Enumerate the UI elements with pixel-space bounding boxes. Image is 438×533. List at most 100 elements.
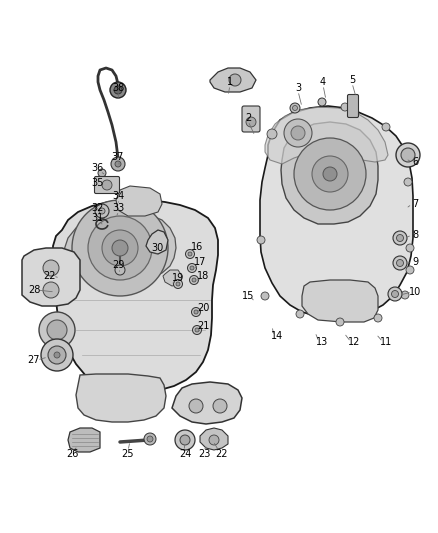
- Circle shape: [336, 318, 344, 326]
- Polygon shape: [116, 186, 162, 216]
- Text: 13: 13: [316, 337, 328, 347]
- Text: 4: 4: [320, 77, 326, 87]
- Circle shape: [209, 435, 219, 445]
- Polygon shape: [76, 374, 166, 422]
- Circle shape: [112, 240, 128, 256]
- Text: 25: 25: [122, 449, 134, 459]
- Circle shape: [396, 235, 403, 241]
- Circle shape: [396, 143, 420, 167]
- Circle shape: [294, 138, 366, 210]
- Circle shape: [401, 291, 409, 299]
- Text: 12: 12: [348, 337, 360, 347]
- Circle shape: [406, 266, 414, 274]
- Circle shape: [290, 103, 300, 113]
- Circle shape: [180, 435, 190, 445]
- Text: 33: 33: [112, 203, 124, 213]
- Circle shape: [192, 278, 196, 282]
- Circle shape: [284, 119, 312, 147]
- Circle shape: [99, 208, 105, 214]
- Text: 37: 37: [112, 152, 124, 162]
- Circle shape: [261, 292, 269, 300]
- Text: 16: 16: [191, 242, 203, 252]
- Circle shape: [392, 290, 399, 297]
- Circle shape: [188, 252, 192, 256]
- Circle shape: [48, 346, 66, 364]
- FancyBboxPatch shape: [95, 176, 120, 193]
- Polygon shape: [302, 280, 378, 322]
- Text: 8: 8: [412, 230, 418, 240]
- Text: 5: 5: [349, 75, 355, 85]
- Circle shape: [98, 169, 106, 177]
- Circle shape: [312, 156, 348, 192]
- Text: 11: 11: [380, 337, 392, 347]
- Circle shape: [190, 276, 198, 285]
- Circle shape: [147, 436, 153, 442]
- Circle shape: [229, 74, 241, 86]
- Circle shape: [41, 339, 73, 371]
- Circle shape: [257, 236, 265, 244]
- Text: 22: 22: [216, 449, 228, 459]
- Polygon shape: [163, 270, 182, 286]
- Circle shape: [267, 129, 277, 139]
- Circle shape: [318, 98, 326, 106]
- Circle shape: [213, 399, 227, 413]
- Text: 36: 36: [91, 163, 103, 173]
- Circle shape: [47, 320, 67, 340]
- Text: 26: 26: [66, 449, 78, 459]
- Text: 18: 18: [197, 271, 209, 281]
- Circle shape: [102, 230, 138, 266]
- Circle shape: [382, 123, 390, 131]
- FancyBboxPatch shape: [242, 106, 260, 132]
- Polygon shape: [68, 428, 100, 452]
- Text: 14: 14: [271, 331, 283, 341]
- Circle shape: [293, 106, 297, 110]
- Circle shape: [175, 430, 195, 450]
- Circle shape: [323, 167, 337, 181]
- Text: 23: 23: [198, 449, 210, 459]
- Text: 17: 17: [194, 257, 206, 267]
- Circle shape: [404, 178, 412, 186]
- Circle shape: [374, 314, 382, 322]
- Text: 29: 29: [112, 260, 124, 270]
- Circle shape: [246, 117, 256, 127]
- Circle shape: [393, 256, 407, 270]
- Polygon shape: [200, 428, 228, 450]
- Circle shape: [194, 310, 198, 314]
- Text: 6: 6: [412, 157, 418, 167]
- Circle shape: [110, 82, 126, 98]
- Circle shape: [115, 265, 125, 275]
- Circle shape: [115, 161, 121, 167]
- Circle shape: [401, 148, 415, 162]
- Text: 28: 28: [28, 285, 40, 295]
- Circle shape: [176, 282, 180, 286]
- Polygon shape: [265, 107, 388, 164]
- Text: 21: 21: [197, 321, 209, 331]
- Circle shape: [114, 86, 122, 94]
- Circle shape: [296, 310, 304, 318]
- Polygon shape: [281, 122, 378, 224]
- Circle shape: [187, 263, 197, 272]
- Text: 32: 32: [91, 203, 103, 213]
- Polygon shape: [64, 211, 176, 282]
- Text: 15: 15: [242, 291, 254, 301]
- Text: 20: 20: [197, 303, 209, 313]
- Text: 38: 38: [112, 83, 124, 93]
- Polygon shape: [53, 200, 218, 392]
- Circle shape: [43, 282, 59, 298]
- Text: 19: 19: [172, 273, 184, 283]
- Polygon shape: [146, 230, 168, 254]
- Text: 1: 1: [227, 77, 233, 87]
- Circle shape: [192, 326, 201, 335]
- FancyBboxPatch shape: [347, 94, 358, 117]
- Text: 22: 22: [44, 271, 56, 281]
- Circle shape: [72, 200, 168, 296]
- Text: 35: 35: [91, 178, 103, 188]
- Text: 10: 10: [409, 287, 421, 297]
- Circle shape: [54, 352, 60, 358]
- Polygon shape: [260, 106, 413, 318]
- Text: 7: 7: [412, 199, 418, 209]
- Circle shape: [393, 231, 407, 245]
- Circle shape: [144, 433, 156, 445]
- Circle shape: [388, 287, 402, 301]
- Text: 34: 34: [112, 191, 124, 201]
